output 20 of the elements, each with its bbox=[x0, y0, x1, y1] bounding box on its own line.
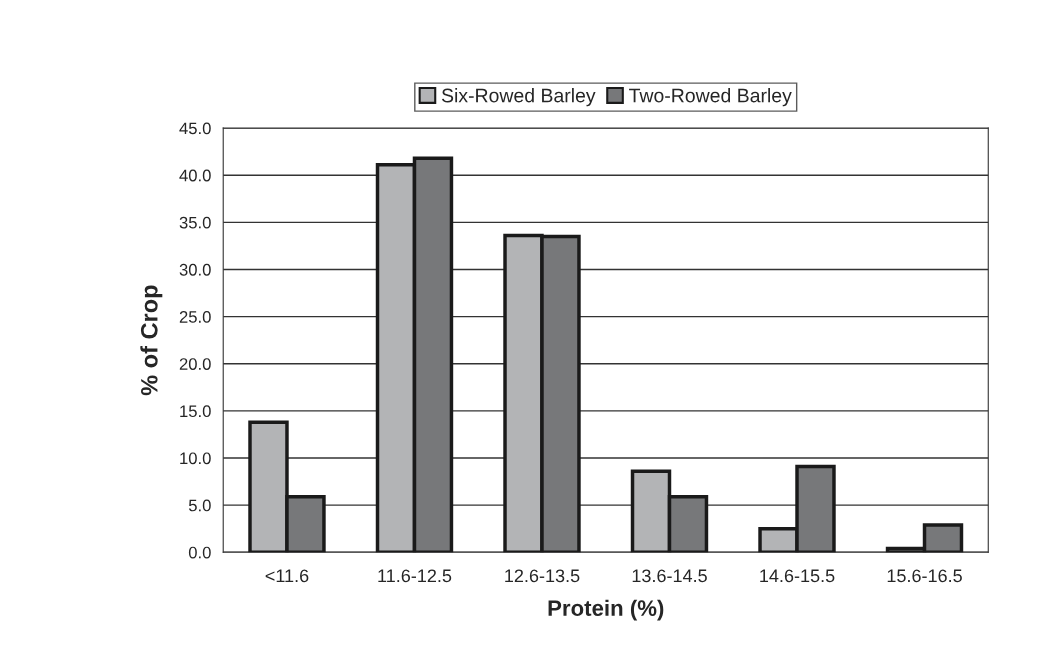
x-tick-label: 12.6-13.5 bbox=[505, 569, 580, 583]
x-tick-label: 11.6-12.5 bbox=[378, 569, 452, 583]
x-tick-label: 13.6-14.5 bbox=[632, 569, 707, 583]
x-tick-label: <11.6 bbox=[265, 569, 309, 583]
y-tick-label: 5.0 bbox=[188, 499, 211, 512]
legend-label: Two-Rowed Barley bbox=[629, 88, 792, 107]
y-tick-label: 45.0 bbox=[179, 122, 211, 135]
legend-label: Six-Rowed Barley bbox=[441, 88, 596, 107]
y-tick-label: 25.0 bbox=[179, 311, 211, 323]
y-tick-label: 40.0 bbox=[179, 169, 211, 182]
x-tick-label: 15.6-16.5 bbox=[887, 569, 962, 583]
y-tick-label: 15.0 bbox=[180, 405, 211, 418]
y-tick-label: 10.0 bbox=[180, 452, 211, 465]
x-tick-label: 14.6-15.5 bbox=[760, 569, 835, 583]
x-axis-title: Protein (%) bbox=[548, 599, 664, 621]
y-axis-title: % of Crop bbox=[140, 285, 163, 396]
y-tick-label: 0.0 bbox=[188, 546, 211, 559]
y-tick-label: 35.0 bbox=[179, 216, 211, 229]
y-tick-label: 20.0 bbox=[179, 358, 211, 370]
y-tick-label: 30.0 bbox=[179, 263, 211, 276]
